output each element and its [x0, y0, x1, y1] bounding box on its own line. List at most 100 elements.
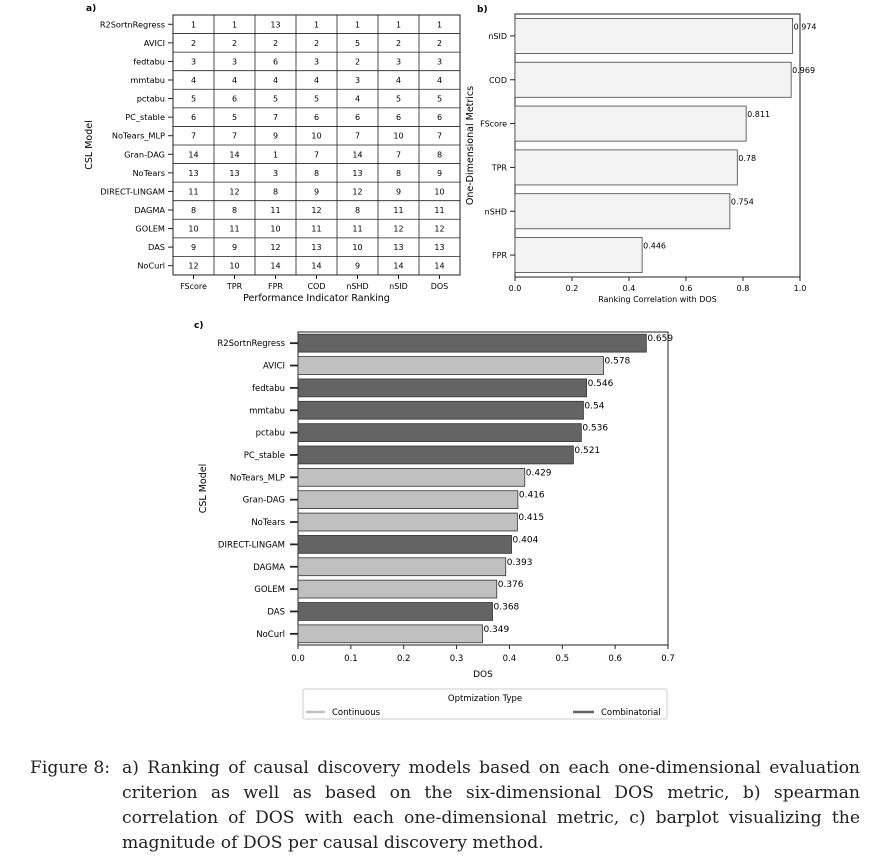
table-cell: 9: [355, 262, 360, 271]
table-cell: 6: [437, 113, 442, 122]
bar-value-label: 0.974: [794, 22, 817, 31]
panel-b-x-axis-label: Ranking Correlation with DOS: [598, 295, 717, 304]
bar-pctabu: [297, 423, 582, 442]
table-cell: 13: [434, 243, 444, 252]
table-cell: 10: [229, 262, 239, 271]
table-cell: 14: [311, 262, 321, 271]
y-tick-label: NoCurl: [256, 630, 285, 640]
bar-cod: [514, 61, 792, 98]
x-tick-label: 0.4: [623, 284, 636, 293]
table-cell: 14: [434, 262, 444, 271]
panel-c-plot-frame: [297, 331, 669, 646]
bar-value-label: 0.404: [513, 535, 539, 545]
table-cell: 9: [314, 187, 319, 196]
y-tick-label: nSID: [488, 32, 507, 41]
bar-value-label: 0.429: [526, 468, 552, 478]
x-tick-label: 0.1: [344, 654, 358, 664]
bar-direct-lingam: [297, 535, 512, 554]
table-cell: 10: [352, 243, 362, 252]
table-cell: 7: [314, 150, 319, 159]
table-cell: 6: [355, 113, 360, 122]
bar-tpr: [514, 149, 738, 186]
bar-value-label: 0.349: [483, 625, 509, 635]
x-tick-label: 0.3: [450, 654, 464, 664]
table-cell: 2: [191, 39, 196, 48]
table-row-label: NoTears: [133, 168, 165, 178]
bar-notears: [297, 512, 518, 532]
table-cell: 13: [229, 169, 239, 178]
table-row-label: NoCurl: [137, 261, 165, 271]
table-cell: 2: [314, 39, 319, 48]
table-cell: 11: [270, 206, 280, 215]
table-cell: 8: [232, 206, 237, 215]
table-cell: 14: [229, 150, 239, 159]
panel-b-y-axis-label: One-Dimensional Metrics: [465, 86, 476, 205]
bar-value-label: 0.376: [498, 580, 524, 590]
table-cell: 11: [434, 206, 444, 215]
caption-label: Figure 8:: [30, 758, 111, 778]
table-cell: 3: [396, 57, 401, 66]
legend-label-combinatorial: Combinatorial: [601, 708, 661, 718]
table-cell: 4: [191, 76, 196, 85]
panel-b-plot-frame: [514, 13, 801, 278]
bar-mmtabu: [297, 400, 584, 420]
panel-c-label: c): [194, 321, 203, 331]
table-cell: 5: [232, 113, 237, 122]
table-cell: 4: [314, 76, 319, 85]
table-cell: 10: [311, 132, 321, 141]
x-tick-label: 0.8: [737, 284, 750, 293]
table-cell: 3: [314, 57, 319, 66]
table-row-label: AVICI: [144, 38, 165, 48]
table-cell: 3: [232, 57, 237, 66]
table-cell: 1: [273, 150, 278, 159]
bar-value-label: 0.446: [643, 242, 666, 251]
table-cell: 8: [437, 150, 442, 159]
table-cell: 2: [396, 39, 401, 48]
table-cell: 11: [352, 225, 362, 234]
table-cell: 6: [273, 57, 278, 66]
bar-fpr: [514, 237, 643, 274]
bar-dagma: [297, 557, 507, 577]
table-cell: 6: [396, 113, 401, 122]
bar-pc_stable: [297, 445, 574, 465]
table-cell: 5: [191, 95, 196, 104]
table-row-label: R2SortnRegress: [100, 19, 165, 29]
y-tick-label: GOLEM: [254, 585, 285, 595]
bar-fedtabu: [297, 378, 588, 398]
y-tick-label: fedtabu: [252, 384, 285, 394]
bar-fscore: [514, 105, 747, 142]
table-cell: 8: [355, 206, 360, 215]
table-x-axis-label: Performance Indicator Ranking: [243, 293, 390, 304]
y-tick-label: PC_stable: [244, 451, 285, 461]
table-cell: 11: [393, 206, 403, 215]
table-cell: 9: [232, 243, 237, 252]
bar-das: [297, 602, 493, 621]
table-cell: 13: [188, 169, 198, 178]
table-column-label: nSHD: [346, 282, 368, 291]
table-row-label: DAGMA: [134, 205, 165, 215]
table-column-label: COD: [307, 282, 325, 291]
table-cell: 3: [191, 57, 196, 66]
table-row-label: NoTears_MLP: [112, 131, 165, 141]
table-cell: 7: [355, 132, 360, 141]
bar-value-label: 0.368: [494, 603, 520, 613]
y-tick-label: DIRECT-LINGAM: [218, 540, 285, 550]
table-cell: 4: [273, 76, 278, 85]
bar-value-label: 0.54: [584, 401, 604, 411]
table-cell: 1: [437, 20, 442, 29]
bar-value-label: 0.78: [738, 154, 756, 163]
x-tick-label: 0.2: [566, 284, 579, 293]
bar-value-label: 0.536: [582, 424, 608, 434]
table-cell: 12: [311, 206, 321, 215]
table-row-label: GOLEM: [135, 224, 165, 234]
y-tick-label: nSHD: [485, 207, 507, 216]
panel-c-dos-chart: c) 0.659 R2SortnRegress 0.578 AVICI 0.546 fedt…: [194, 321, 675, 720]
bar-gran-dag: [297, 490, 519, 510]
legend-label-continuous: Continuous: [332, 708, 381, 718]
table-cell: 11: [311, 225, 321, 234]
x-tick-label: 0.6: [608, 654, 622, 664]
table-cell: 1: [191, 20, 196, 29]
table-cell: 7: [191, 132, 196, 141]
table-cell: 4: [232, 76, 237, 85]
bar-r2sortnregress: [297, 333, 647, 353]
